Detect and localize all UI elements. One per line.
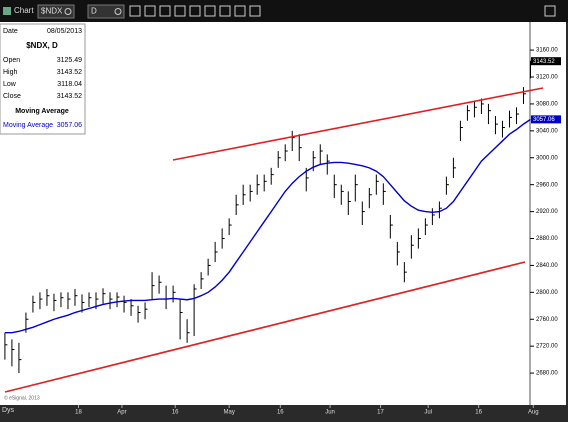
tool-icon[interactable] [219,5,231,17]
tool-icon[interactable] [189,5,201,17]
tool-icon[interactable] [174,5,186,17]
toolbar-icons [64,5,556,17]
x-tick-label: 16 [172,410,179,416]
search-icon[interactable] [114,8,122,15]
x-tick-label: Apr [117,410,126,416]
chart-icon [3,7,11,15]
y-tick-label: 3000.00 [536,155,558,161]
info-label: Low [3,81,17,88]
last-value-label: 3057.06 [533,117,555,123]
toolbar: Chart $NDX D [0,0,568,22]
info-symbol: $NDX, D [26,41,58,50]
x-tick-label: Aug [528,410,539,416]
info-study: Moving Average [15,108,69,115]
info-value: 3125.49 [57,57,82,64]
info-label: High [3,69,18,76]
y-tick-label: 2840.00 [536,263,558,269]
trend-channel-upper [172,87,544,161]
interval-text: D [91,7,97,16]
info-study-value: 3057.06 [57,122,82,129]
x-tick-label: 16 [475,410,482,416]
toolbar-bg [0,0,568,22]
y-tick-label: 2880.00 [536,236,558,242]
info-panel-bg [0,23,86,135]
copyright: © eSignal, 2013 [4,394,40,401]
info-date-label: Date [3,28,18,35]
tool-icon[interactable] [129,5,141,17]
trend-channel-lower [4,261,526,393]
tool-icon[interactable] [234,5,246,17]
y-tick-label: 3160.00 [536,48,558,54]
info-value: 3118.04 [57,81,82,88]
symbol-text: $NDX [41,7,63,16]
y-tick-label: 2920.00 [536,209,558,215]
info-label: Close [3,93,21,100]
x-tick-label: Jul [424,410,432,416]
y-tick-label: 3040.00 [536,128,558,134]
x-tick-label: 17 [377,410,384,416]
x-tick-label: Jun [325,410,335,416]
plot-bg [0,22,566,405]
y-tick-label: 3120.00 [536,75,558,81]
x-unit: Dys [2,407,15,414]
last-value-label: 3143.52 [533,59,555,65]
tool-icon[interactable] [204,5,216,17]
tool-icon[interactable] [144,5,156,17]
x-tick-label: 16 [277,410,284,416]
info-value: 3143.52 [57,93,82,100]
plot [4,60,533,374]
x-tick-label: 18 [75,410,82,416]
last-value-marker [531,115,561,124]
info-value: 3143.52 [57,69,82,76]
y-tick-label: 2720.00 [536,344,558,350]
search-icon[interactable] [64,8,72,15]
info-study-label: Moving Average [3,122,53,129]
y-tick-label: 2960.00 [536,182,558,188]
y-tick-label: 2680.00 [536,371,558,377]
moving-average-line [4,118,531,334]
y-tick-label: 3080.00 [536,102,558,108]
window-button[interactable] [544,5,556,17]
y-tick-label: 2800.00 [536,290,558,296]
symbol-input[interactable] [37,4,75,19]
info-label: Open [3,57,20,64]
interval-input[interactable] [87,4,125,19]
info-date: 08/05/2013 [47,28,82,35]
tool-icon[interactable] [159,5,171,17]
last-value-marker [531,57,561,66]
x-tick-label: May [223,410,234,416]
y-tick-label: 2760.00 [536,317,558,323]
window-title: Chart [14,6,34,15]
tool-icon[interactable] [249,5,261,17]
info-panel: Date 08/05/2013 $NDX, D Open 3125.49 Hig… [0,23,86,135]
